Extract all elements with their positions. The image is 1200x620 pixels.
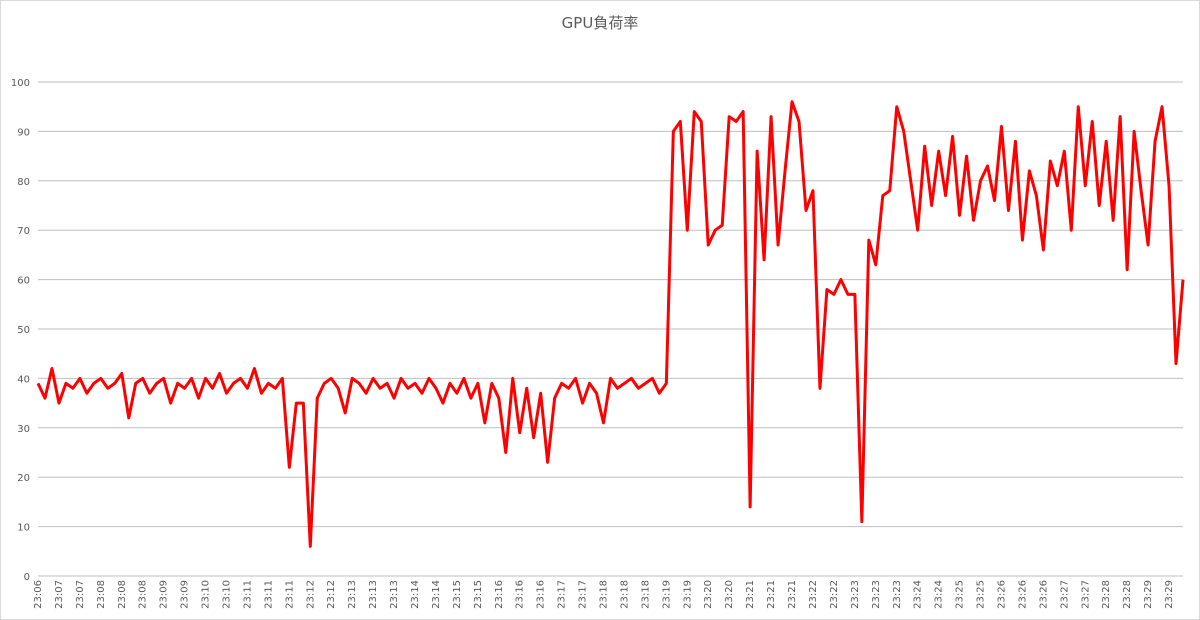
y-tick-label: 40 bbox=[17, 374, 30, 385]
x-tick-label: 23:07 bbox=[75, 580, 86, 609]
x-tick-label: 23:26 bbox=[1038, 580, 1049, 609]
x-tick-label: 23:18 bbox=[640, 580, 651, 609]
x-tick-label: 23:21 bbox=[766, 580, 777, 609]
data-line bbox=[36, 100, 1185, 548]
x-tick-label: 23:08 bbox=[96, 580, 107, 609]
x-tick-label: 23:20 bbox=[703, 580, 714, 609]
x-tick-label: 23:20 bbox=[724, 580, 735, 609]
x-tick-label: 23:11 bbox=[284, 580, 295, 609]
x-tick-label: 23:08 bbox=[117, 580, 128, 609]
x-tick-label: 23:13 bbox=[389, 580, 400, 609]
x-tick-label: 23:18 bbox=[619, 580, 630, 609]
x-tick-label: 23:16 bbox=[494, 580, 505, 609]
x-tick-label: 23:14 bbox=[431, 580, 442, 609]
x-tick-label: 23:15 bbox=[452, 580, 463, 609]
chart-title: GPU負荷率 bbox=[562, 14, 639, 32]
x-tick-label: 23:12 bbox=[326, 580, 337, 609]
x-tick-label: 23:17 bbox=[557, 580, 568, 609]
y-tick-label: 30 bbox=[17, 424, 30, 435]
x-tick-label: 23:26 bbox=[1017, 580, 1028, 609]
y-tick-label: 60 bbox=[17, 276, 30, 287]
x-tick-label: 23:28 bbox=[1101, 580, 1112, 609]
x-tick-label: 23:08 bbox=[138, 580, 149, 609]
x-tick-label: 23:23 bbox=[850, 580, 861, 609]
x-tick-label: 23:21 bbox=[787, 580, 798, 609]
x-tick-label: 23:15 bbox=[473, 580, 484, 609]
y-tick-label: 70 bbox=[17, 226, 30, 237]
x-tick-label: 23:26 bbox=[996, 580, 1007, 609]
x-tick-label: 23:07 bbox=[54, 580, 65, 609]
x-tick-label: 23:12 bbox=[305, 580, 316, 609]
y-tick-label: 100 bbox=[11, 78, 30, 89]
x-tick-label: 23:10 bbox=[201, 580, 212, 609]
x-tick-label: 23:23 bbox=[871, 580, 882, 609]
x-tick-label: 23:24 bbox=[913, 580, 924, 609]
x-tick-label: 23:22 bbox=[829, 580, 840, 609]
x-tick-label: 23:21 bbox=[745, 580, 756, 609]
x-tick-label: 23:16 bbox=[515, 580, 526, 609]
y-tick-label: 80 bbox=[17, 177, 30, 188]
y-tick-label: 10 bbox=[17, 523, 30, 534]
x-tick-label: 23:16 bbox=[536, 580, 547, 609]
x-tick-label: 23:25 bbox=[976, 580, 987, 609]
y-tick-label: 90 bbox=[17, 127, 30, 138]
x-tick-label: 23:28 bbox=[1122, 580, 1133, 609]
x-tick-label: 23:18 bbox=[599, 580, 610, 609]
x-tick-label: 23:09 bbox=[180, 580, 191, 609]
x-tick-label: 23:22 bbox=[808, 580, 819, 609]
x-tick-label: 23:29 bbox=[1143, 580, 1154, 609]
x-tick-label: 23:23 bbox=[892, 580, 903, 609]
y-tick-label: 20 bbox=[17, 473, 30, 484]
x-tick-label: 23:13 bbox=[368, 580, 379, 609]
x-tick-label: 23:17 bbox=[578, 580, 589, 609]
x-tick-label: 23:06 bbox=[33, 580, 44, 609]
x-tick-label: 23:19 bbox=[682, 580, 693, 609]
x-tick-label: 23:09 bbox=[159, 580, 170, 609]
y-tick-label: 50 bbox=[17, 325, 30, 336]
x-tick-label: 23:13 bbox=[347, 580, 358, 609]
y-tick-label: 0 bbox=[24, 572, 30, 583]
x-tick-label: 23:25 bbox=[955, 580, 966, 609]
x-tick-label: 23:14 bbox=[410, 580, 421, 609]
x-tick-label: 23:10 bbox=[222, 580, 233, 609]
x-tick-label: 23:29 bbox=[1164, 580, 1175, 609]
x-tick-label: 23:27 bbox=[1080, 580, 1091, 609]
x-tick-label: 23:19 bbox=[661, 580, 672, 609]
x-tick-label: 23:27 bbox=[1059, 580, 1070, 609]
x-tick-label: 23:11 bbox=[242, 580, 253, 609]
x-tick-label: 23:24 bbox=[934, 580, 945, 609]
x-tick-label: 23:11 bbox=[263, 580, 274, 609]
